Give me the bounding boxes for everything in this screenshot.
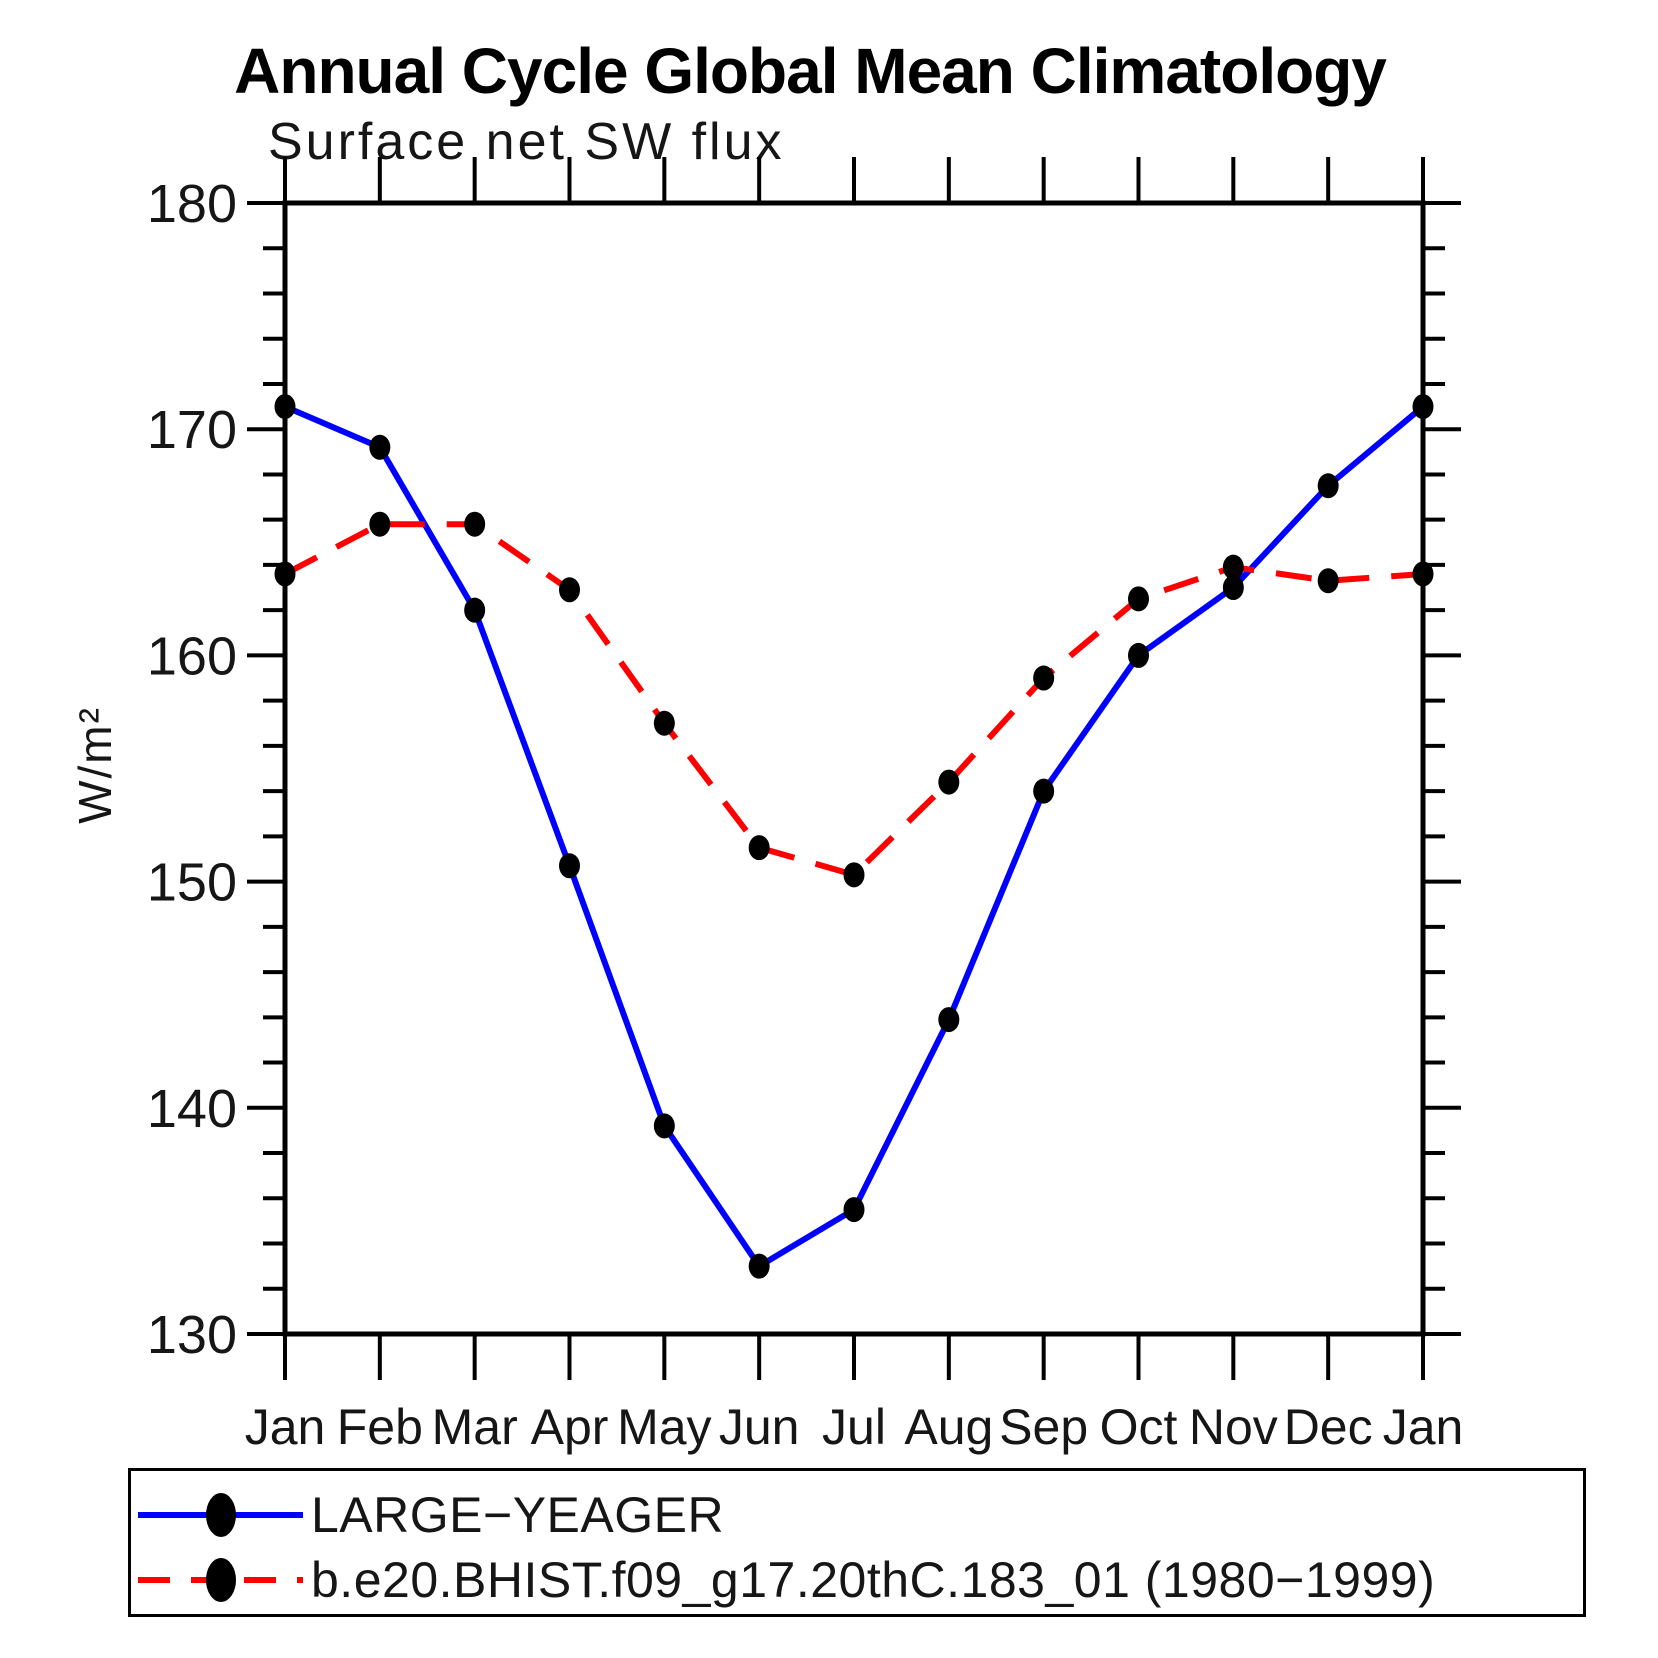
y-tick-label: 180 — [147, 174, 237, 234]
data-point — [843, 1197, 865, 1223]
chart-subtitle: Surface net SW flux — [268, 113, 785, 171]
data-point — [559, 853, 580, 879]
x-tick-label: Apr — [531, 1399, 609, 1455]
y-tick-label: 150 — [147, 853, 237, 913]
legend-marker-icon — [206, 1558, 236, 1602]
data-point — [1033, 778, 1055, 804]
data-point — [369, 511, 391, 537]
x-tick-label: Jan — [245, 1399, 326, 1455]
y-tick-label: 130 — [147, 1305, 237, 1365]
data-point — [1412, 561, 1434, 587]
x-tick-label: Jul — [822, 1399, 886, 1455]
legend-marker-icon — [206, 1493, 236, 1537]
legend-label: b.e20.BHIST.f09_g17.20thC.183_01 (1980−1… — [311, 1552, 1436, 1608]
x-tick-label: Mar — [432, 1399, 518, 1455]
data-point — [1317, 568, 1339, 594]
data-point — [938, 769, 960, 795]
axes — [247, 157, 1461, 1380]
data-point — [1222, 575, 1244, 601]
data-point — [653, 1113, 675, 1139]
data-point — [1128, 642, 1149, 668]
x-tick-label: Jun — [719, 1399, 800, 1455]
legend-item-model: b.e20.BHIST.f09_g17.20thC.183_01 (1980−1… — [131, 1550, 1435, 1610]
x-tick-label: Nov — [1189, 1399, 1278, 1455]
plot-frame — [282, 200, 1426, 1337]
data-point — [1222, 554, 1244, 580]
data-point — [938, 1007, 960, 1033]
x-tick-label: Dec — [1284, 1399, 1373, 1455]
legend-box: LARGE−YEAGER b.e20.BHIST.f09_g17.20thC.1… — [128, 1468, 1586, 1617]
data-point — [843, 862, 865, 888]
data-point — [1033, 665, 1055, 691]
x-tick-label: Feb — [337, 1399, 423, 1455]
data-point — [1317, 473, 1339, 499]
legend-label: LARGE−YEAGER — [311, 1487, 725, 1543]
x-tick-label: Sep — [999, 1399, 1088, 1455]
data-point — [748, 835, 770, 861]
data-point — [274, 561, 296, 587]
y-tick-label: 140 — [147, 1079, 237, 1139]
x-tick-label: Aug — [904, 1399, 993, 1455]
legend-item-large-yeager: LARGE−YEAGER — [131, 1485, 724, 1545]
chart-title: Annual Cycle Global Mean Climatology — [234, 35, 1387, 107]
y-tick-label: 160 — [147, 626, 237, 686]
data-point — [1412, 394, 1434, 420]
data-point — [1128, 586, 1149, 612]
data-point — [748, 1253, 770, 1279]
legend-sample-dashed — [138, 1558, 303, 1602]
data-point — [653, 710, 675, 736]
x-tick-label: Jan — [1383, 1399, 1464, 1455]
x-tick-label: May — [617, 1399, 711, 1455]
y-tick-label: 170 — [147, 400, 237, 460]
data-point — [464, 597, 486, 623]
data-point — [559, 577, 580, 603]
x-tick-label: Oct — [1100, 1399, 1178, 1455]
data-point — [369, 434, 391, 460]
series-line-0 — [283, 403, 1425, 1270]
data-point — [464, 511, 486, 537]
data-series — [274, 394, 1434, 1279]
data-point — [274, 394, 296, 420]
legend-sample-solid — [138, 1493, 303, 1537]
